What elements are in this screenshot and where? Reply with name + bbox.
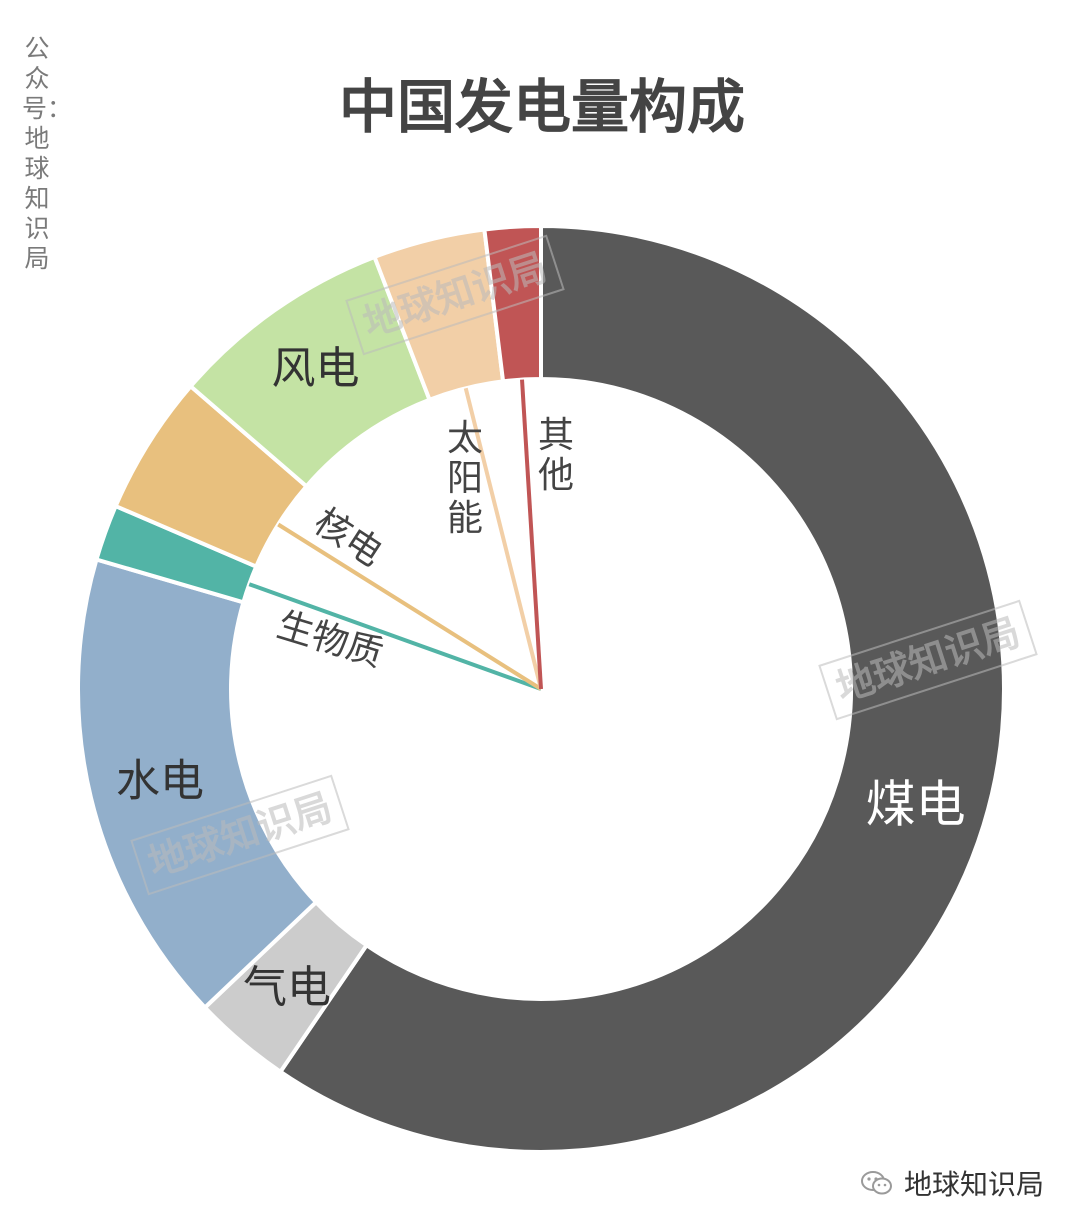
- leader-line-7: [463, 387, 543, 690]
- leader-line-5: [277, 522, 543, 691]
- slice-label-1: 煤电: [866, 775, 966, 833]
- slice-label-5: 核电: [307, 501, 390, 575]
- side-credit: 公众号：地球知识局: [22, 34, 73, 273]
- slice-label-3: 水电: [116, 756, 204, 807]
- footer-brand: 地球知识局: [860, 1163, 1044, 1203]
- pie-slice-8: [482, 223, 543, 384]
- slice-label-6: 风电: [271, 343, 359, 394]
- chart-title: 中国发电量构成: [339, 73, 745, 141]
- wechat-icon: [860, 1171, 892, 1195]
- footer-text: 地球知识局: [903, 1168, 1044, 1201]
- leader-line-8: [520, 379, 543, 690]
- slice-label-7: 太阳能: [447, 418, 483, 539]
- leader-lines: [248, 379, 543, 691]
- pie-slices: [76, 223, 1006, 1154]
- leader-line-4: [248, 582, 542, 691]
- slice-label-8: 其他: [538, 415, 574, 496]
- pie-slice-1: [277, 223, 1006, 1154]
- slice-label-2: 气电: [243, 962, 331, 1013]
